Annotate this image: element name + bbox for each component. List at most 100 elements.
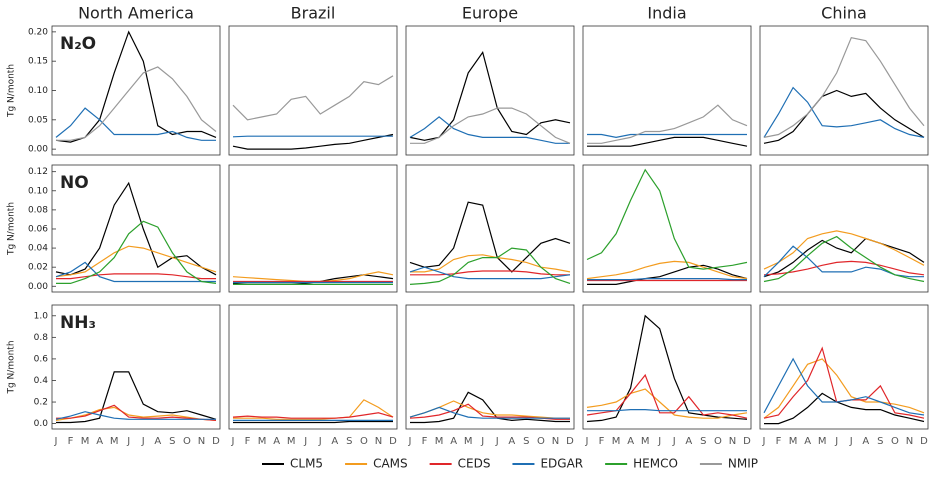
x-tick-label: M (641, 436, 650, 447)
series-line (763, 86, 925, 138)
series-line (55, 411, 216, 420)
series-line (232, 271, 394, 283)
x-tick-label: J (849, 436, 853, 447)
x-tick-label: J (657, 436, 661, 447)
x-tick-label: J (141, 436, 145, 447)
x-tick-label: A (804, 436, 811, 447)
x-tick-label: M (464, 436, 473, 447)
series-line (764, 392, 925, 425)
x-tick-label: J (495, 436, 499, 447)
series-line (763, 237, 925, 278)
series-line (409, 201, 571, 273)
x-tick-label: D (212, 436, 220, 447)
series-line (409, 406, 570, 419)
panel-frame (759, 304, 929, 430)
series-line (587, 264, 748, 285)
series-line (763, 37, 925, 138)
x-tick-label: J (318, 436, 322, 447)
y-tick-label: 0.00 (28, 145, 48, 155)
panel-frame (759, 164, 929, 293)
series-line (587, 104, 748, 144)
legend-label: CEDS (458, 457, 491, 471)
y-tick-label: 0.2 (34, 398, 48, 408)
y-tick-label: 0.12 (28, 167, 48, 177)
x-tick-label: M (789, 436, 798, 447)
series-line (233, 420, 393, 424)
x-tick-label: N (198, 436, 205, 447)
y-tick-label: 0.8 (34, 333, 49, 343)
x-tick-label: F (776, 436, 782, 447)
y-tick-label: 0.00 (28, 282, 48, 292)
series-line (586, 260, 748, 280)
x-tick-label: A (273, 436, 280, 447)
series-line (55, 406, 217, 421)
series-line (763, 235, 925, 283)
y-tick-label: 0.08 (28, 205, 48, 215)
x-tick-label: N (552, 436, 559, 447)
series-line (55, 181, 217, 276)
x-tick-label: F (245, 436, 251, 447)
series-line (56, 404, 217, 421)
x-tick-label: D (389, 436, 397, 447)
series-line (586, 168, 748, 270)
x-tick-label: F (68, 436, 74, 447)
y-tick-label: 0.04 (28, 244, 48, 254)
series-line (409, 266, 571, 280)
panel-frame (759, 25, 929, 156)
x-tick-label: M (612, 436, 621, 447)
panel-frame (228, 25, 398, 156)
panel-title: China (821, 4, 867, 23)
y-axis-label: Tg N/month (7, 64, 17, 118)
series-line (409, 51, 571, 141)
series-line (587, 133, 747, 139)
panel-frame (582, 304, 752, 430)
y-axis-label: Tg N/month (7, 202, 17, 256)
panel-frame (582, 164, 752, 293)
series-line (763, 230, 925, 270)
y-tick-label: 0.06 (28, 224, 48, 234)
x-tick-label: J (303, 436, 307, 447)
x-tick-label: J (585, 436, 589, 447)
x-tick-label: S (700, 436, 706, 447)
series-line (587, 409, 747, 412)
legend-label: HEMCO (633, 457, 678, 471)
x-tick-label: O (360, 436, 368, 447)
y-tick-label: 0.20 (28, 27, 48, 37)
y-tick-label: 0.6 (34, 354, 49, 364)
series-line (586, 388, 748, 419)
series-line (233, 399, 394, 420)
x-tick-label: J (231, 436, 235, 447)
x-tick-label: O (891, 436, 899, 447)
x-tick-label: A (685, 436, 692, 447)
y-tick-label: 1.0 (34, 311, 49, 321)
x-tick-label: M (818, 436, 827, 447)
row-label: NO (60, 173, 89, 193)
series-line (763, 89, 925, 144)
series-line (587, 136, 748, 147)
series-line (55, 261, 216, 283)
y-tick-label: 0.05 (28, 115, 48, 125)
series-line (410, 254, 571, 273)
x-tick-label: M (258, 436, 267, 447)
x-tick-label: A (862, 436, 869, 447)
series-line (55, 107, 216, 141)
x-tick-label: A (508, 436, 515, 447)
x-tick-label: N (729, 436, 736, 447)
series-line (587, 278, 747, 281)
series-line (410, 391, 570, 424)
panel-frame (51, 304, 221, 430)
series-line (409, 247, 571, 285)
x-tick-label: A (450, 436, 457, 447)
panel-frame (405, 304, 575, 430)
panel-frame (228, 164, 398, 293)
series-line (56, 371, 217, 424)
x-tick-label: S (169, 436, 175, 447)
x-tick-label: O (714, 436, 722, 447)
series-line (56, 273, 216, 280)
series-line (763, 260, 925, 276)
panel-title: North America (78, 4, 194, 23)
series-line (232, 75, 394, 121)
legend-label: NMIP (728, 457, 758, 471)
x-tick-label: A (331, 436, 338, 447)
series-line (410, 107, 571, 144)
